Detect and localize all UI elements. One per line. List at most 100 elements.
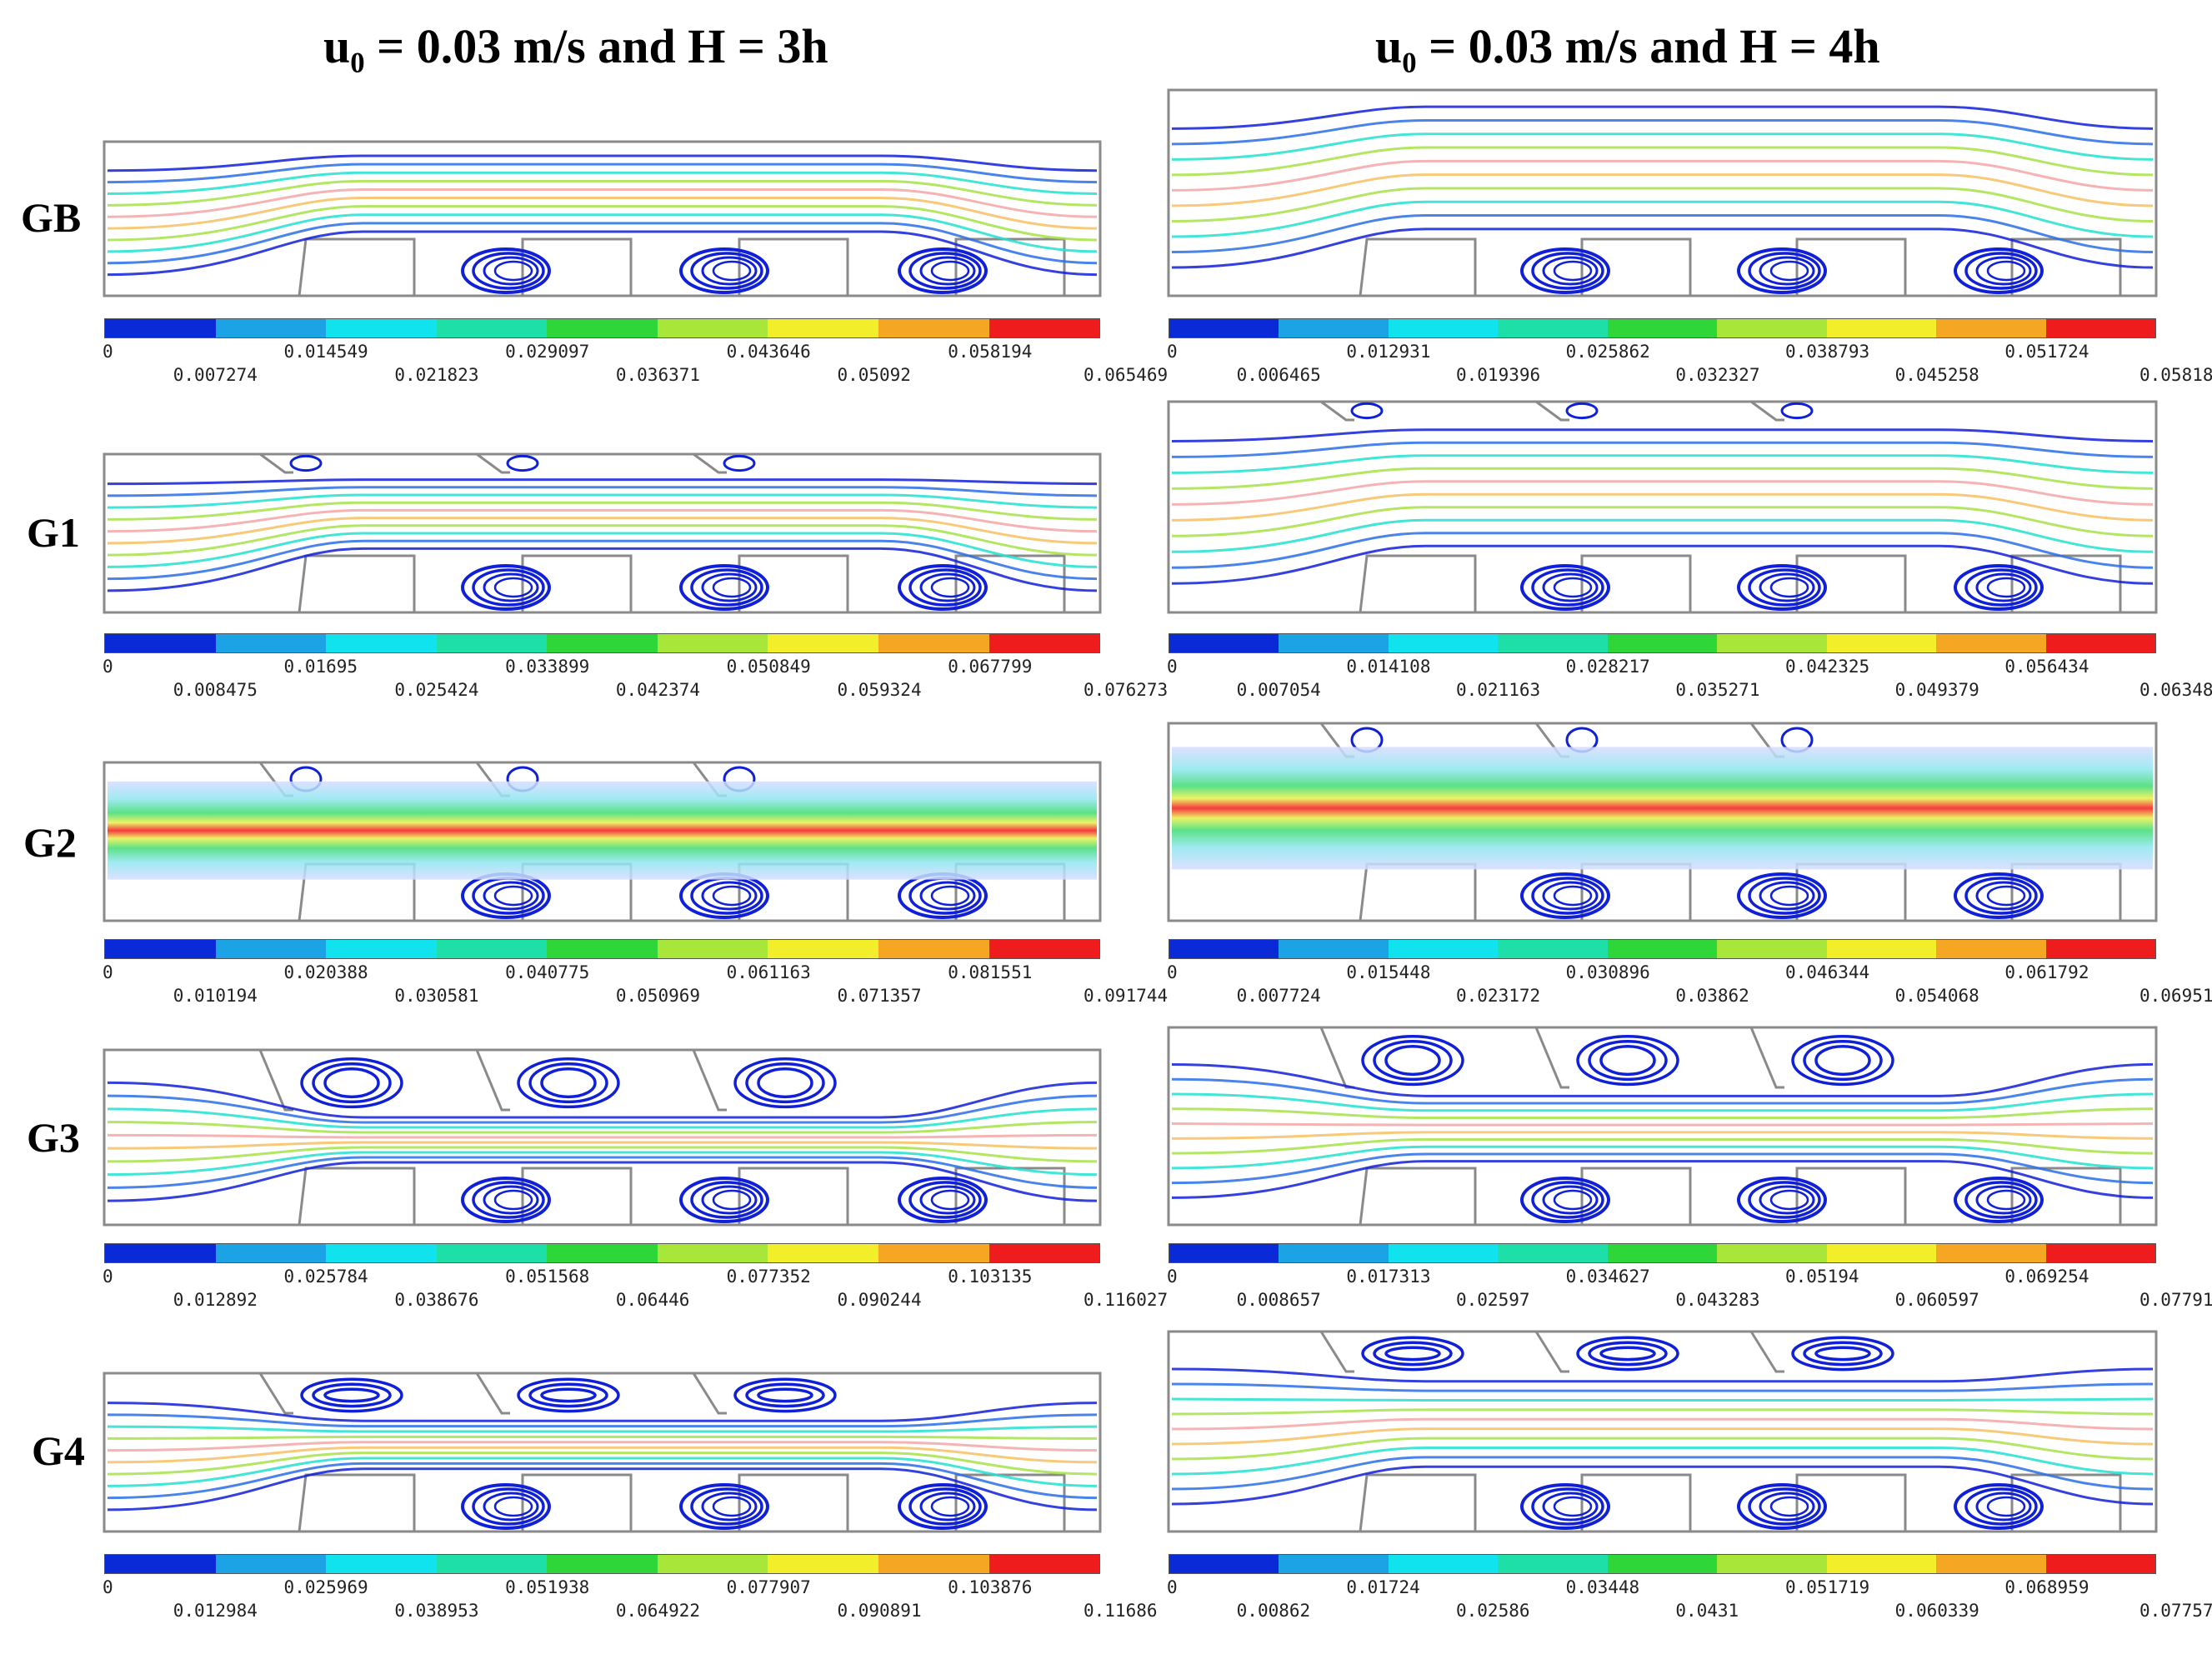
colorbar-tick-label: 0.03448 xyxy=(1565,1577,1640,1597)
colorbar-segment xyxy=(2045,1555,2155,1573)
colorbar-tick-label: 0.012984 xyxy=(173,1601,258,1621)
streamline-plot xyxy=(1167,88,2158,297)
vortex-ring xyxy=(1520,1177,1610,1223)
vortex-ring xyxy=(472,1487,545,1526)
colorbar-gb-left xyxy=(104,318,1100,338)
colorbar-segment xyxy=(1279,1244,1389,1262)
colorbar-tick-label: 0.091744 xyxy=(1083,986,1169,1006)
colorbar-segment xyxy=(215,1244,327,1262)
streamline xyxy=(1171,187,2154,222)
vortex-ring xyxy=(1791,1336,1894,1372)
vortex-ring xyxy=(701,256,758,286)
vortex-ring xyxy=(1759,572,1815,602)
vortex-ring xyxy=(1964,568,2038,607)
colorbar-tick-label: 0.081551 xyxy=(948,962,1033,982)
vortex-ring xyxy=(908,252,982,290)
vortex-ring xyxy=(701,1185,758,1215)
colorbar-tick-label: 0.00862 xyxy=(1236,1601,1311,1621)
colorbar-segment xyxy=(1169,634,1279,652)
colorbar-tick-label: 0.051938 xyxy=(505,1577,590,1597)
colorbar-tick-label: 0.023172 xyxy=(1456,986,1541,1006)
vortex-ring xyxy=(461,247,551,294)
colorbar-tick-label: 0.058189 xyxy=(2139,365,2212,385)
row-label-g4: G4 xyxy=(32,1427,85,1474)
streamline xyxy=(1171,1456,2154,1491)
channel-outline xyxy=(103,140,1102,297)
vortex-ring xyxy=(1373,1341,1453,1367)
colorbar-segment xyxy=(326,319,437,337)
colorbar-segment xyxy=(1388,319,1499,337)
vortex-ring xyxy=(898,1177,988,1223)
colorbar-segment xyxy=(988,319,1100,337)
streamline xyxy=(1171,1062,2154,1097)
colorbar-tick-label: 0.050849 xyxy=(726,657,811,677)
colorbar-segment xyxy=(1936,634,2046,652)
vortex-ring xyxy=(679,247,769,294)
colorbar-segment xyxy=(105,634,216,652)
colorbar-tick-label: 0.077352 xyxy=(726,1267,811,1287)
colorbar-segment xyxy=(1279,319,1389,337)
row-label-gb: GB xyxy=(21,194,82,241)
colorbar-segment xyxy=(1279,940,1389,958)
vortex-ring xyxy=(493,1496,533,1517)
vortex-ring xyxy=(1975,572,2032,602)
vortex-ring xyxy=(757,1067,813,1099)
vortex-ring xyxy=(1748,1487,1821,1526)
vortex-ring xyxy=(1361,1035,1464,1087)
streamline xyxy=(1171,1138,2154,1155)
vortex-ring xyxy=(493,1189,533,1211)
colorbar-segment xyxy=(1826,634,1937,652)
vortex-ring xyxy=(1531,568,1604,607)
streamline-plot xyxy=(103,1048,1102,1227)
vortex-ring xyxy=(461,564,551,611)
colorbar-segment xyxy=(1936,940,2046,958)
flow-panel-gb-right xyxy=(1167,88,2158,297)
streamline xyxy=(107,1094,1098,1124)
vortex-ring xyxy=(1553,260,1593,282)
colorbar-tick-label: 0.058194 xyxy=(948,342,1033,362)
vortex-ring xyxy=(300,1377,403,1413)
vortex-ring xyxy=(461,872,551,919)
streamline-plot xyxy=(103,452,1102,614)
streamline xyxy=(1171,1427,2154,1446)
top-baffle xyxy=(1750,400,1784,422)
colorbar-segment xyxy=(547,319,658,337)
vortex-ring xyxy=(1986,1189,2026,1211)
streamline xyxy=(107,524,1098,557)
channel-outline xyxy=(103,1372,1102,1533)
vortex-ring xyxy=(745,1062,825,1104)
vortex-ring xyxy=(1542,1492,1599,1522)
vortex-ring xyxy=(312,1062,392,1104)
bottom-wall xyxy=(104,554,1100,614)
colorbar-segment xyxy=(878,634,989,652)
channel-outline xyxy=(103,452,1102,614)
vortex-ring xyxy=(517,1057,620,1109)
colorbar-segment xyxy=(436,940,548,958)
streamline xyxy=(1171,214,2154,254)
streamline xyxy=(107,517,1098,545)
colorbar-tick-label: 0.042374 xyxy=(615,680,701,700)
colorbar-tick-label: 0.045258 xyxy=(1894,365,1979,385)
top-baffle xyxy=(1534,1331,1569,1373)
vortex-ring xyxy=(908,1181,982,1219)
colorbar-tick-label: 0.090244 xyxy=(837,1290,922,1310)
colorbar-tick-label: 0 xyxy=(1167,342,1178,362)
colorbar-tick-label: 0.069254 xyxy=(2004,1267,2089,1287)
colorbar-tick-label: 0 xyxy=(1167,962,1178,982)
vortex-ring xyxy=(300,1057,403,1109)
vortex-ring xyxy=(1361,1336,1464,1372)
vortex-ring xyxy=(1737,1483,1827,1530)
vortex-ring xyxy=(733,1057,837,1109)
vortex-ring xyxy=(323,1067,380,1099)
colorbar-tick-label: 0.049379 xyxy=(1894,680,1979,700)
vortex-ring xyxy=(919,572,976,602)
vortex-ring xyxy=(701,881,758,911)
streamline xyxy=(1171,159,2154,192)
top-baffle xyxy=(1534,1027,1569,1089)
streamline xyxy=(107,1121,1098,1134)
colorbar-segment xyxy=(2045,1244,2155,1262)
colorbar-tick-label: 0.01724 xyxy=(1346,1577,1420,1597)
vortex-ring xyxy=(919,1185,976,1215)
colorbar-segment xyxy=(768,940,878,958)
colorbar-tick-label: 0.05194 xyxy=(1785,1267,1859,1287)
